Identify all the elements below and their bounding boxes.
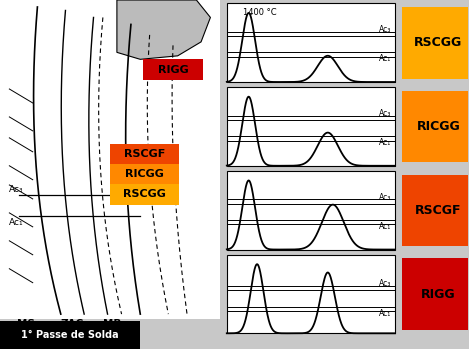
Text: Ac₃: Ac₃ xyxy=(379,25,391,34)
Text: RSCGG: RSCGG xyxy=(414,36,462,49)
Text: Ac₃: Ac₃ xyxy=(379,279,391,288)
FancyBboxPatch shape xyxy=(402,258,469,330)
Text: Ac₃: Ac₃ xyxy=(379,109,391,118)
Text: 1° Passe de Solda: 1° Passe de Solda xyxy=(21,330,119,340)
Text: Ac₁: Ac₁ xyxy=(379,138,391,147)
Text: RSCGF: RSCGF xyxy=(124,149,165,159)
Text: Ac₁: Ac₁ xyxy=(379,54,391,63)
FancyBboxPatch shape xyxy=(0,321,140,349)
Text: Ac₁: Ac₁ xyxy=(9,218,24,227)
Text: RSCGG: RSCGG xyxy=(123,190,166,199)
Text: MB: MB xyxy=(103,319,121,329)
FancyBboxPatch shape xyxy=(402,91,469,162)
Text: RICGG: RICGG xyxy=(125,169,164,179)
FancyBboxPatch shape xyxy=(227,87,395,166)
FancyBboxPatch shape xyxy=(227,171,395,250)
FancyBboxPatch shape xyxy=(110,164,179,184)
FancyBboxPatch shape xyxy=(0,0,220,319)
Text: Ac₃: Ac₃ xyxy=(9,185,24,194)
Polygon shape xyxy=(117,0,211,59)
Text: Ac₃: Ac₃ xyxy=(379,193,391,201)
Text: RIGG: RIGG xyxy=(421,288,456,300)
Text: MS: MS xyxy=(17,319,35,329)
FancyBboxPatch shape xyxy=(402,174,469,246)
Text: 1400 °C: 1400 °C xyxy=(243,8,277,17)
FancyBboxPatch shape xyxy=(110,184,179,205)
Text: RSCGF: RSCGF xyxy=(415,204,461,217)
Text: ZAC: ZAC xyxy=(61,319,84,329)
FancyBboxPatch shape xyxy=(227,3,395,82)
Text: Ac₁: Ac₁ xyxy=(379,309,391,318)
FancyBboxPatch shape xyxy=(402,7,469,79)
FancyBboxPatch shape xyxy=(227,255,395,333)
FancyBboxPatch shape xyxy=(143,59,204,80)
FancyBboxPatch shape xyxy=(110,144,179,164)
Text: Ac₁: Ac₁ xyxy=(379,222,391,231)
Text: RIGG: RIGG xyxy=(158,65,189,75)
Text: RICGG: RICGG xyxy=(416,120,460,133)
